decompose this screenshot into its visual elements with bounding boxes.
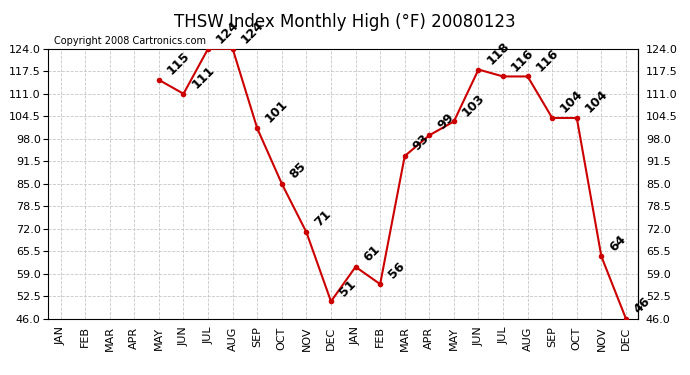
Text: 115: 115 bbox=[164, 50, 193, 77]
Text: 104: 104 bbox=[558, 87, 586, 115]
Text: 93: 93 bbox=[411, 132, 432, 153]
Text: 104: 104 bbox=[582, 87, 610, 115]
Text: 116: 116 bbox=[509, 46, 536, 74]
Text: Copyright 2008 Cartronics.com: Copyright 2008 Cartronics.com bbox=[55, 36, 206, 46]
Text: 85: 85 bbox=[287, 159, 309, 181]
Text: 124: 124 bbox=[214, 18, 242, 46]
Text: 61: 61 bbox=[361, 243, 382, 264]
Text: 116: 116 bbox=[533, 46, 561, 74]
Text: 46: 46 bbox=[631, 294, 653, 316]
Text: 118: 118 bbox=[484, 39, 512, 67]
Text: 101: 101 bbox=[263, 98, 290, 126]
Text: 99: 99 bbox=[435, 111, 456, 132]
Text: 64: 64 bbox=[607, 232, 629, 254]
Text: 56: 56 bbox=[386, 260, 407, 281]
Text: 111: 111 bbox=[189, 63, 217, 91]
Text: 51: 51 bbox=[337, 277, 358, 298]
Text: 124: 124 bbox=[238, 18, 266, 46]
Text: THSW Index Monthly High (°F) 20080123: THSW Index Monthly High (°F) 20080123 bbox=[174, 13, 516, 31]
Text: 103: 103 bbox=[460, 91, 487, 118]
Text: 71: 71 bbox=[312, 208, 333, 230]
